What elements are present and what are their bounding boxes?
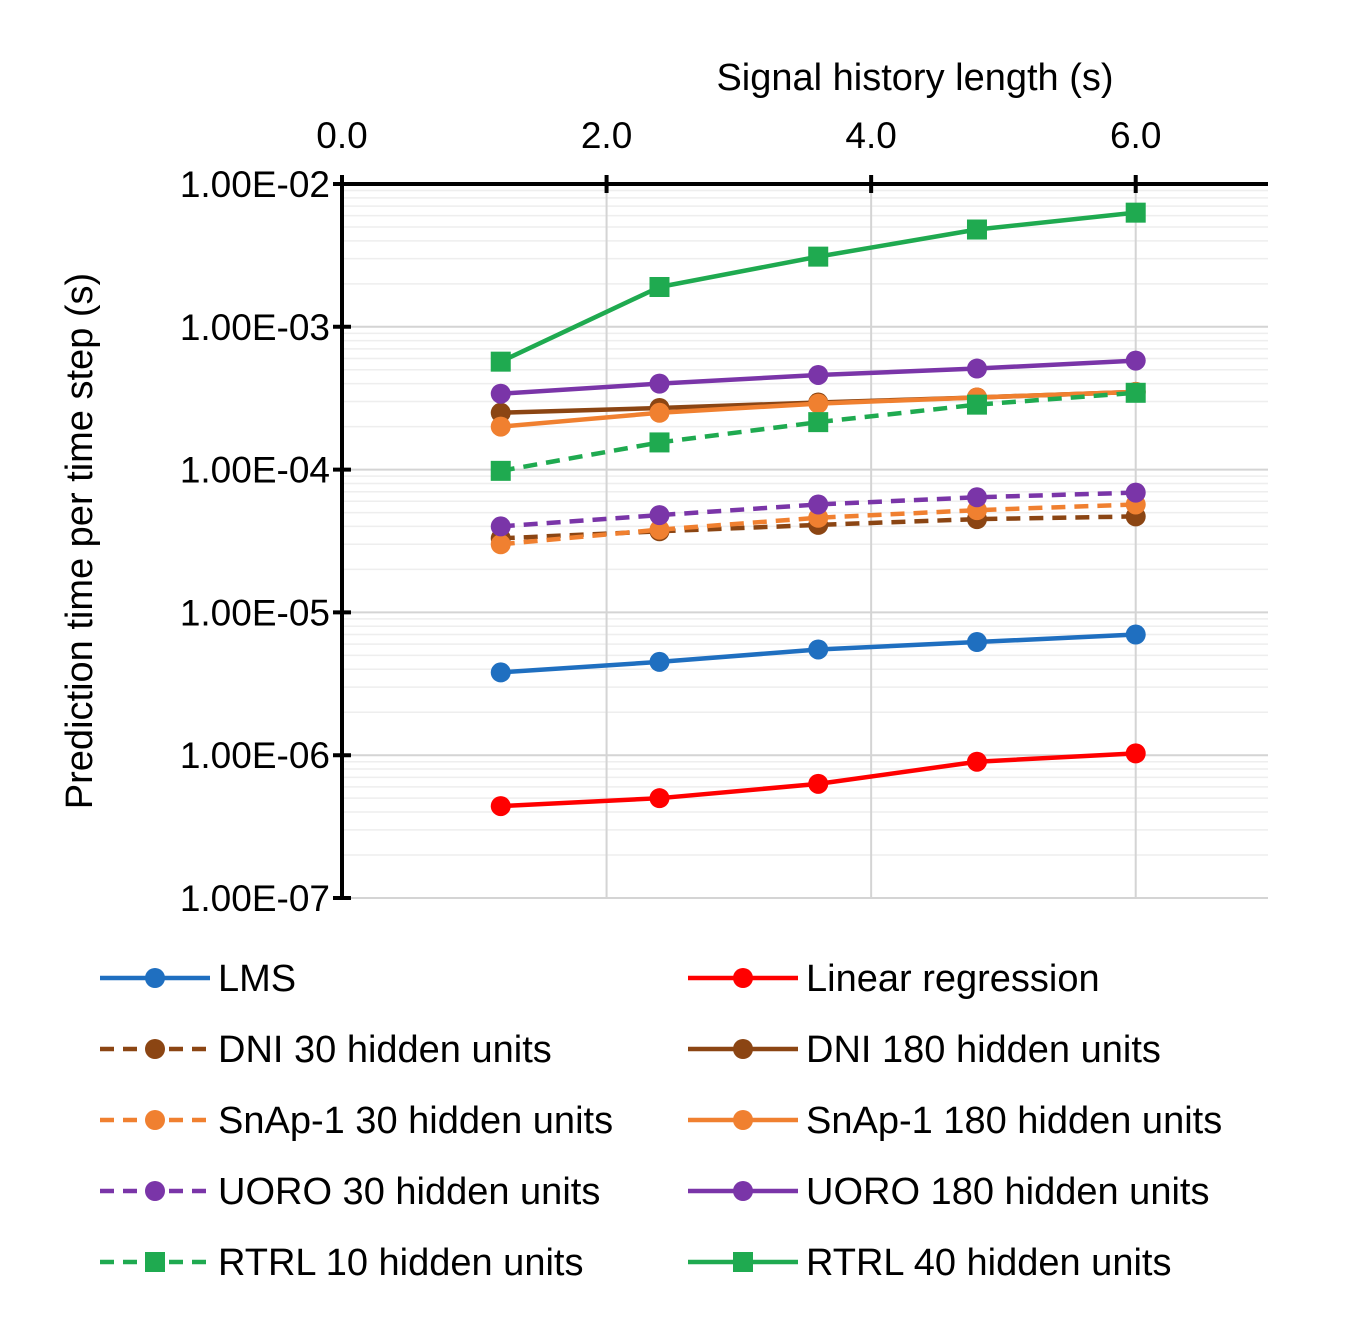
series-7 [490, 350, 1146, 404]
data-point [808, 364, 829, 385]
series-line [499, 210, 1136, 364]
y-axis-title: Prediction time per time step (s) [59, 273, 101, 809]
x-tick-label: 2.0 [581, 115, 632, 156]
data-point [808, 393, 829, 414]
data-point [490, 402, 511, 423]
data-point [1125, 624, 1146, 645]
legend-label: RTRL 10 hidden units [218, 1242, 583, 1284]
legend-item: UORO 30 hidden units [100, 1171, 600, 1213]
legend-label: SnAp-1 30 hidden units [218, 1100, 613, 1142]
data-point [490, 460, 511, 481]
data-point [966, 632, 987, 653]
series-0 [490, 624, 1146, 683]
legend-label: LMS [218, 958, 296, 1000]
legend-item: DNI 30 hidden units [100, 1029, 552, 1071]
data-point [966, 358, 987, 379]
data-point [490, 662, 511, 683]
legend-item: DNI 180 hidden units [688, 1029, 1161, 1071]
series-line [500, 514, 1136, 541]
legend-swatch-marker [145, 1252, 165, 1272]
y-tick-label: 1.00E-06 [180, 735, 330, 776]
legend-label: UORO 30 hidden units [218, 1171, 600, 1213]
legend-label: UORO 180 hidden units [806, 1171, 1209, 1213]
legend-label: DNI 30 hidden units [218, 1029, 552, 1071]
data-point [649, 788, 670, 809]
series-line [500, 502, 1136, 547]
grid-lines [342, 183, 1268, 899]
series-9 [490, 202, 1146, 372]
data-point [490, 534, 511, 555]
legend-item: SnAp-1 30 hidden units [100, 1100, 613, 1142]
legend-swatch-marker [145, 1181, 165, 1201]
legend-swatch-marker [145, 1039, 165, 1059]
legend-swatch-marker [733, 1039, 753, 1059]
series-1 [490, 743, 1146, 817]
data-point [1125, 743, 1146, 764]
data-point [808, 246, 829, 267]
legend-label: DNI 180 hidden units [806, 1029, 1161, 1071]
series-layer [490, 202, 1146, 817]
legend-label: RTRL 40 hidden units [806, 1242, 1171, 1284]
data-point [1125, 350, 1146, 371]
y-tick-label: 1.00E-07 [180, 878, 330, 919]
legend-swatch-marker [145, 1110, 165, 1130]
legend-swatch-marker [733, 1181, 753, 1201]
data-point [808, 412, 829, 433]
data-point [649, 651, 670, 672]
data-point [490, 416, 511, 437]
data-point [490, 516, 511, 537]
x-tick-label: 4.0 [845, 115, 896, 156]
series-6 [490, 482, 1146, 537]
legend-item: UORO 180 hidden units [688, 1171, 1209, 1213]
data-point [649, 519, 670, 540]
data-point [1125, 382, 1146, 403]
x-tick-label: 6.0 [1110, 115, 1161, 156]
data-point [649, 432, 670, 453]
legend-swatch-marker [733, 1252, 753, 1272]
legend-item: LMS [100, 958, 296, 1000]
data-point [490, 351, 511, 372]
data-point [649, 276, 670, 297]
data-point [966, 751, 987, 772]
y-tick-label: 1.00E-03 [180, 307, 330, 348]
y-tick-label: 1.00E-02 [180, 164, 330, 205]
data-point [808, 639, 829, 660]
data-point [1125, 482, 1146, 503]
series-8 [490, 382, 1146, 481]
data-point [649, 505, 670, 526]
axes: 0.0 2.0 4.0 6.0 1.00E-02 1.00E-03 1.00E-04 1.00… [180, 115, 1268, 919]
series-line [500, 490, 1136, 529]
data-point [808, 773, 829, 794]
data-point [1125, 202, 1146, 223]
x-axis-title: Signal history length (s) [716, 57, 1113, 99]
data-point [966, 394, 987, 415]
y-tick-label: 1.00E-04 [180, 450, 330, 491]
data-point [649, 373, 670, 394]
legend-item: Linear regression [688, 958, 1100, 1000]
data-point [808, 494, 829, 515]
legend-item: RTRL 10 hidden units [100, 1242, 583, 1284]
legend-item: RTRL 40 hidden units [688, 1242, 1171, 1284]
y-tick-label: 1.00E-05 [180, 592, 330, 633]
data-point [966, 219, 987, 240]
legend-swatch-marker [733, 968, 753, 988]
legend-item: SnAp-1 180 hidden units [688, 1100, 1222, 1142]
data-point [490, 796, 511, 817]
legend-label: Linear regression [806, 958, 1100, 1000]
data-point [966, 487, 987, 508]
legend: LMS Linear regression DNI 30 hidden units D… [100, 958, 1222, 1284]
legend-swatch-marker [733, 1110, 753, 1130]
data-point [490, 383, 511, 404]
x-tick-label: 0.0 [316, 115, 367, 156]
series-line [500, 390, 1136, 474]
data-point [649, 402, 670, 423]
legend-label: SnAp-1 180 hidden units [806, 1100, 1222, 1142]
legend-swatch-marker [145, 968, 165, 988]
